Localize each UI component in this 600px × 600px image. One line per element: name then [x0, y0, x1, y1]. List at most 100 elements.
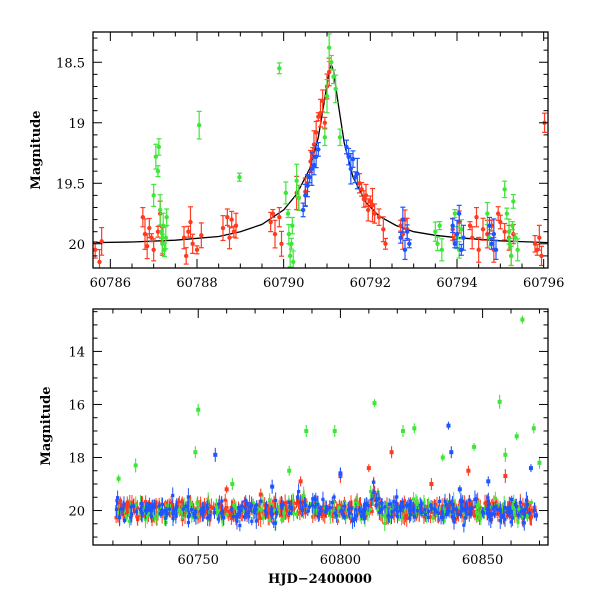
outlier-green	[133, 463, 138, 468]
data-point-red	[272, 231, 278, 237]
data-point-blue	[244, 512, 248, 516]
data-point-blue	[510, 516, 515, 520]
series-blue	[114, 421, 538, 533]
data-point-red	[190, 241, 195, 246]
data-point-green	[461, 510, 466, 514]
data-point-green	[453, 506, 457, 510]
data-point-red	[403, 516, 407, 520]
data-point-red	[381, 227, 386, 232]
data-point-green	[442, 519, 446, 523]
data-point-red	[320, 514, 324, 519]
data-point-red	[266, 514, 270, 519]
data-point-blue	[513, 503, 518, 507]
data-point-green	[459, 227, 464, 232]
data-point-blue	[143, 509, 147, 513]
data-point-blue	[398, 235, 403, 240]
data-point-blue	[486, 496, 490, 500]
outlier-blue	[270, 484, 275, 489]
data-point-blue	[400, 217, 406, 222]
data-point-blue	[402, 247, 408, 253]
outlier-red	[389, 450, 394, 455]
data-point-green	[159, 229, 164, 234]
data-point-red	[154, 505, 159, 509]
data-point-blue	[220, 499, 224, 503]
data-point-red	[124, 504, 128, 508]
data-point-red	[198, 514, 202, 518]
data-point-blue	[493, 247, 499, 253]
data-point-blue	[467, 498, 472, 502]
data-point-green	[400, 515, 404, 520]
data-point-red	[456, 511, 461, 515]
data-point-blue	[463, 516, 467, 520]
outlier-red	[366, 466, 371, 471]
bottom-x-tick-label: 60850	[462, 553, 503, 568]
data-point-blue	[332, 495, 336, 499]
data-point-red	[155, 229, 161, 234]
data-point-red	[223, 509, 227, 513]
data-point-blue	[348, 511, 352, 515]
data-point-blue	[350, 156, 356, 162]
x-axis-label: HJD−2400000	[268, 572, 372, 587]
top-panel-data	[93, 33, 548, 268]
data-point-blue	[486, 499, 490, 503]
data-point-red	[287, 513, 291, 518]
data-point-red	[219, 508, 223, 512]
data-point-red	[331, 511, 335, 515]
data-point-blue	[231, 514, 235, 519]
data-point-blue	[269, 510, 273, 514]
data-point-green	[416, 505, 420, 509]
data-point-green	[414, 500, 418, 505]
data-point-blue	[208, 514, 212, 518]
top-panel: 60786 60788 60790 60792 60794 60796 18.5 19 19.5…	[29, 31, 564, 291]
data-point-blue	[390, 510, 394, 514]
data-point-green	[476, 512, 480, 516]
data-point-green	[501, 506, 505, 510]
data-point-blue	[460, 505, 464, 509]
data-point-blue	[488, 512, 492, 516]
data-point-green	[506, 229, 512, 234]
data-point-blue	[427, 509, 431, 513]
data-point-red	[521, 502, 525, 506]
data-point-blue	[420, 502, 424, 506]
data-point-blue	[501, 513, 506, 518]
bottom-x-tick-label: 60750	[178, 553, 219, 568]
data-point-red	[169, 502, 173, 506]
data-point-blue	[314, 497, 318, 502]
data-point-red	[537, 235, 542, 240]
outlier-green	[440, 455, 445, 460]
data-point-red	[370, 509, 374, 514]
outlier-green	[400, 428, 405, 433]
outlier-red	[429, 482, 434, 487]
data-point-red	[365, 207, 371, 213]
data-point-blue	[201, 506, 206, 510]
data-point-blue	[174, 514, 178, 518]
data-point-blue	[492, 506, 496, 510]
data-point-green	[292, 511, 296, 516]
data-point-red	[244, 504, 248, 508]
data-point-red	[125, 512, 130, 516]
data-point-blue	[300, 207, 306, 213]
data-point-green	[237, 175, 242, 180]
bottom-panel-frame	[92, 308, 549, 546]
data-point-blue	[359, 509, 363, 514]
data-point-red	[124, 508, 129, 513]
data-point-blue	[448, 500, 452, 504]
data-point-blue	[343, 515, 347, 519]
data-point-red	[374, 496, 378, 500]
data-point-green	[437, 223, 442, 228]
data-point-blue	[295, 495, 300, 499]
data-point-blue	[411, 507, 415, 512]
outlier-blue	[213, 452, 218, 457]
data-point-red	[135, 506, 139, 510]
bottom-plot-area	[114, 315, 542, 533]
top-y-tick-label: 19	[68, 117, 85, 132]
data-point-green	[182, 503, 186, 507]
data-point-blue	[439, 515, 443, 520]
data-point-red	[279, 241, 284, 246]
data-point-blue	[405, 503, 409, 508]
data-point-blue	[459, 509, 463, 513]
data-point-blue	[270, 512, 275, 516]
data-point-green	[367, 507, 372, 512]
data-point-green	[280, 518, 284, 522]
